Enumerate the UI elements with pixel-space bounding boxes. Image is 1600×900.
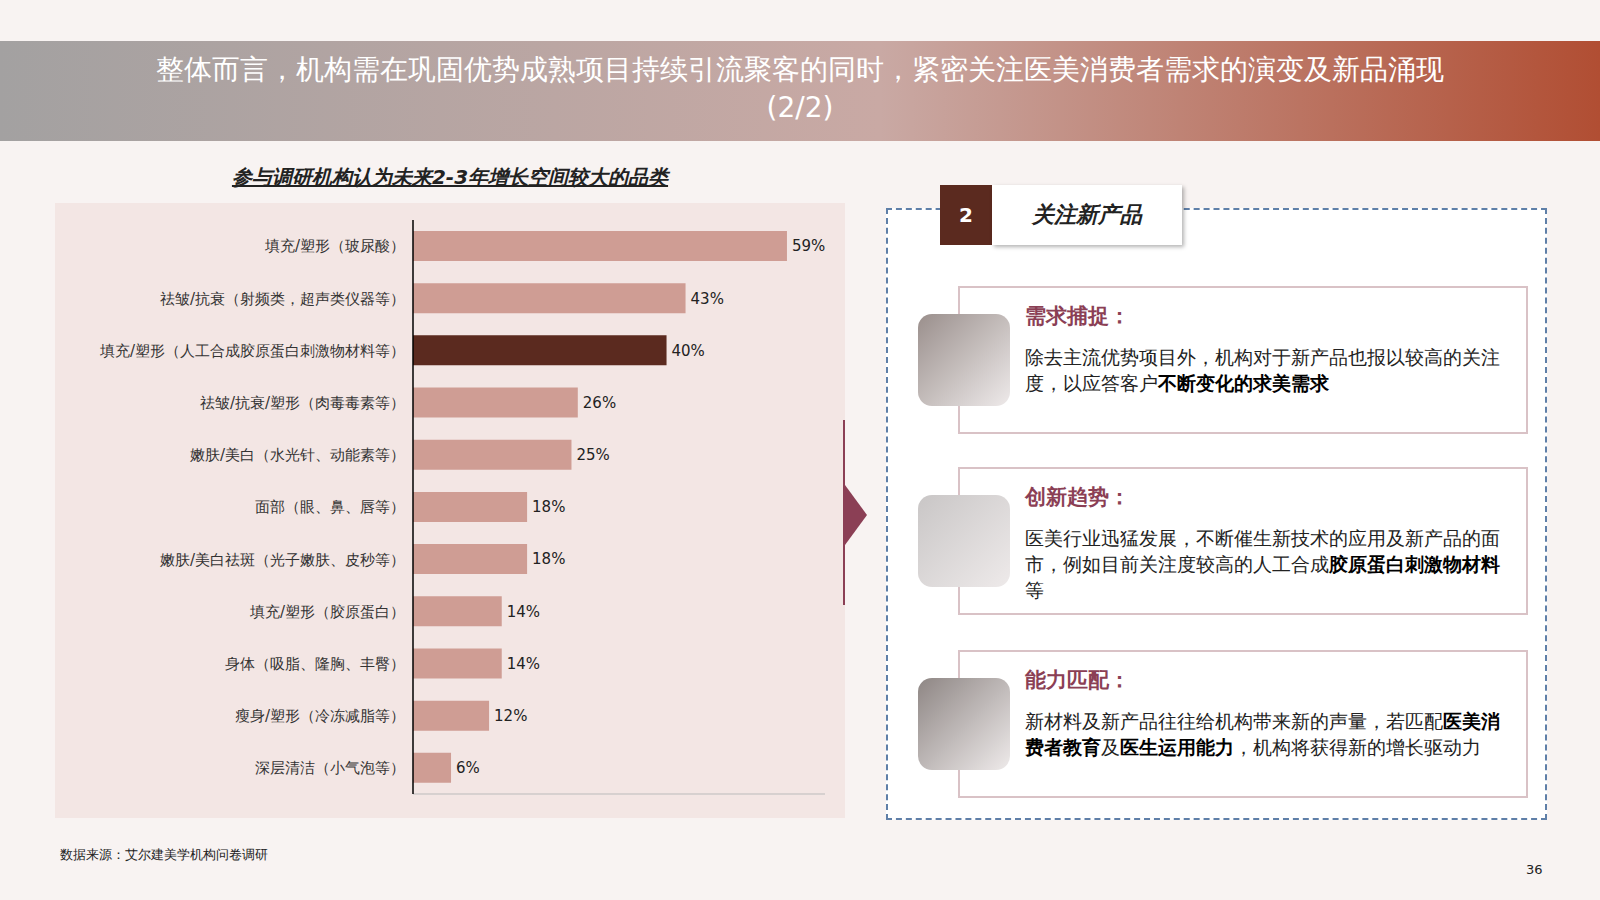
html-text:等: 等 <box>1025 579 1044 601</box>
svg-text:26%: 26% <box>583 394 616 412</box>
html-text:创新趋势：: 创新趋势： <box>1025 485 1130 509</box>
html-text:能力匹配：: 能力匹配： <box>1025 668 1130 692</box>
svg-text:深层清洁（小气泡等）: 深层清洁（小气泡等） <box>255 759 405 777</box>
html-text:整体而言，机构需在巩固优势成熟项目持续引流聚客的同时，紧密关: 整体而言，机构需在巩固优势成熟项目持续引流聚客的同时，紧密关注医美消费者需求的演… <box>156 53 1444 86</box>
svg-text:填充/塑形（人工合成胶原蛋白刺激物材料等）: 填充/塑形（人工合成胶原蛋白刺激物材料等） <box>99 342 405 360</box>
html-text:参与调研机构认为未来2-3年增长空间较大的品类: 参与调研机构认为未来2-3年增长空间较大的品类 <box>231 165 669 189</box>
html-text:数据来源：艾尔建美学机构问卷调研: 数据来源：艾尔建美学机构问卷调研 <box>60 847 268 862</box>
svg-text:身体（吸脂、隆胸、丰臀）: 身体（吸脂、隆胸、丰臀） <box>225 655 405 673</box>
svg-text:43%: 43% <box>691 290 724 308</box>
svg-text:14%: 14% <box>507 603 540 621</box>
html-text:(2/2): (2/2) <box>766 91 834 124</box>
html-text:新材料及新产品往往给机构带来新的声量，若匹配医美消费者教育及: 新材料及新产品往往给机构带来新的声量，若匹配医美消费者教育及医生运用能力，机构将… <box>1025 710 1500 758</box>
html-text:需求捕捉：: 需求捕捉： <box>1025 304 1130 328</box>
svg-text:25%: 25% <box>576 446 609 464</box>
html-text:关注新产品: 关注新产品 <box>1032 202 1142 227</box>
svg-text:14%: 14% <box>507 655 540 673</box>
svg-text:嫩肤/美白祛斑（光子嫩肤、皮秒等）: 嫩肤/美白祛斑（光子嫩肤、皮秒等） <box>160 551 405 569</box>
svg-text:嫩肤/美白（水光针、动能素等）: 嫩肤/美白（水光针、动能素等） <box>190 446 405 464</box>
svg-text:瘦身/塑形（冷冻减脂等）: 瘦身/塑形（冷冻减脂等） <box>235 707 405 725</box>
html-text:36: 36 <box>1526 862 1543 877</box>
svg-text:填充/塑形（胶原蛋白）: 填充/塑形（胶原蛋白） <box>249 603 405 621</box>
svg-text:6%: 6% <box>456 759 480 777</box>
svg-text:面部（眼、鼻、唇等）: 面部（眼、鼻、唇等） <box>255 498 405 516</box>
html-text:除去主流优势项目外，机构对于新产品也报以较高的关注度，以应答: 除去主流优势项目外，机构对于新产品也报以较高的关注度，以应答客户不断变化的求美需… <box>1025 346 1500 394</box>
svg-text:填充/塑形（玻尿酸）: 填充/塑形（玻尿酸） <box>264 237 405 255</box>
html-text:医美行业迅猛发展，不断催生新技术的应用及新产品的面市，例如目: 医美行业迅猛发展，不断催生新技术的应用及新产品的面市，例如目前关注度较高的人工合… <box>1025 527 1500 575</box>
svg-text:40%: 40% <box>672 342 705 360</box>
svg-text:18%: 18% <box>532 498 565 516</box>
svg-text:59%: 59% <box>792 237 825 255</box>
svg-text:祛皱/抗衰/塑形（肉毒毒素等）: 祛皱/抗衰/塑形（肉毒毒素等） <box>200 394 405 412</box>
html-text:2: 2 <box>959 203 973 227</box>
svg-text:祛皱/抗衰（射频类，超声类仪器等）: 祛皱/抗衰（射频类，超声类仪器等） <box>160 290 405 308</box>
svg-text:18%: 18% <box>532 550 565 568</box>
svg-text:12%: 12% <box>494 707 527 725</box>
